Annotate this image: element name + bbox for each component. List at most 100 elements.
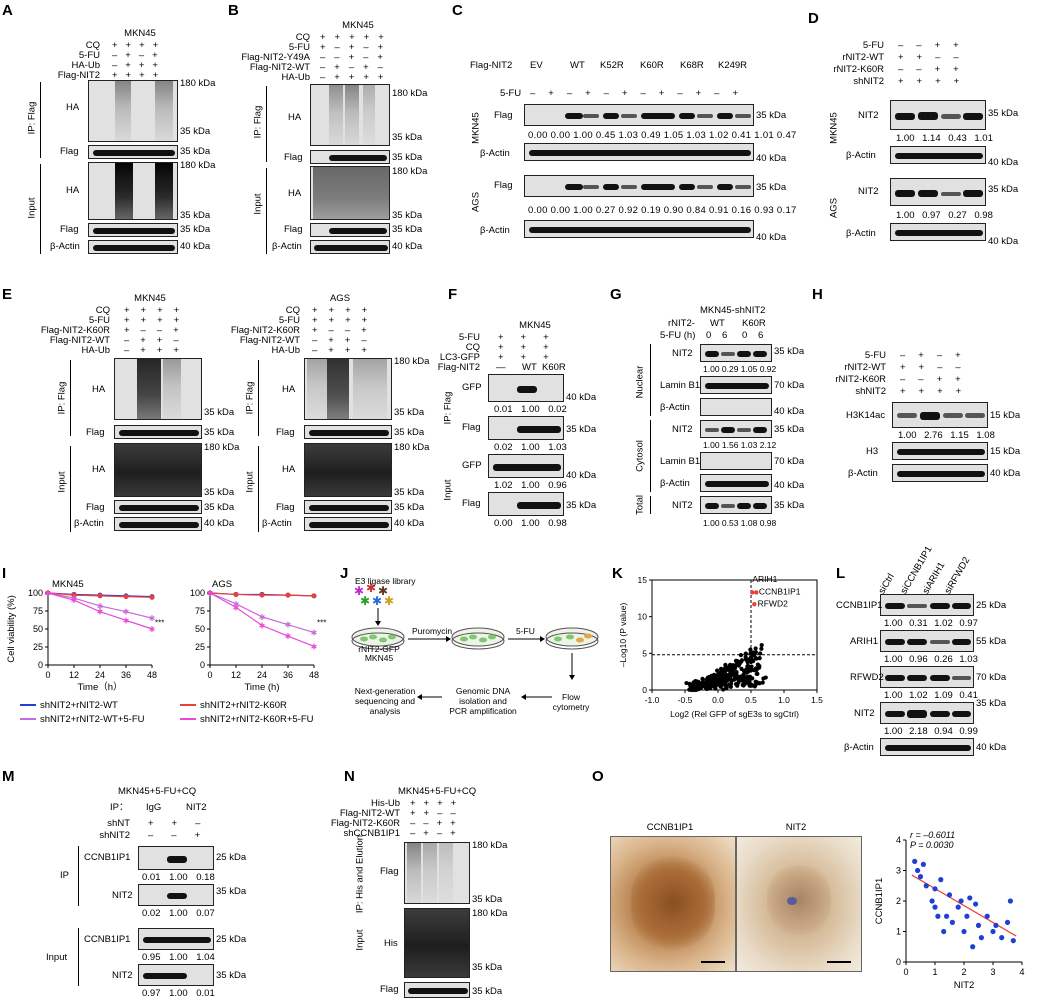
data-point — [734, 669, 739, 675]
blot-label: GFP — [462, 382, 482, 393]
blot-label: NIT2 — [858, 110, 879, 121]
sign-row: +++ — [498, 342, 566, 353]
data-point — [941, 928, 947, 935]
ip-label: IP: Flag — [56, 381, 68, 415]
sign-row: –+++ — [112, 60, 166, 71]
x-tick-label: 0.0 — [712, 695, 724, 705]
kda-marker: 35 kDa — [976, 698, 1007, 709]
blot-flag-input — [404, 982, 470, 998]
x-tick-label: 0 — [45, 670, 50, 680]
data-point: ✱ — [233, 600, 240, 609]
data-point — [964, 913, 970, 919]
blot-label: β-Actin — [50, 241, 80, 252]
data-point — [149, 594, 155, 600]
data-point — [728, 662, 733, 667]
kda-marker: 35 kDa — [204, 427, 235, 438]
quant-row: 0.01 1.00 0.02 — [494, 404, 567, 415]
kda-marker: 25 kDa — [976, 600, 1007, 611]
data-point: ✱ — [123, 608, 130, 617]
data-point — [742, 681, 748, 687]
quant-row: 0.00 0.00 1.00 0.45 1.03 0.49 1.05 1.03 … — [528, 130, 797, 141]
kda-marker: 35 kDa — [180, 224, 211, 235]
row-label: 5-FU — [88, 315, 110, 326]
annotation: P = 0.0030 — [910, 840, 953, 850]
quant-row: 0.00 0.00 1.00 0.27 0.92 0.19 0.90 0.84 … — [528, 205, 797, 216]
sign-row: ++++ — [410, 798, 465, 809]
data-point: ✱ — [311, 642, 318, 651]
blot-label: Flag — [380, 984, 399, 995]
blot-ha-ip — [114, 358, 202, 420]
svg-text:✱: ✱ — [384, 594, 394, 608]
step-label: Next-generation — [354, 686, 416, 696]
library-label: E3 ligase library — [355, 576, 416, 586]
blot-label: β-Actin — [660, 478, 690, 489]
x-axis-label: NIT2 — [954, 980, 975, 991]
data-point: ✱ — [285, 632, 292, 641]
data-point — [694, 684, 700, 689]
blot-label: HA — [92, 464, 106, 475]
lane-label: NIT2 — [186, 802, 207, 813]
row-label: 5-FU — [500, 88, 522, 99]
quant-row: 0.00 1.00 0.98 — [494, 518, 567, 529]
y-tick-label: 75 — [195, 606, 205, 616]
regression-line — [911, 874, 1017, 937]
blot-label: β-Actin — [262, 518, 292, 529]
data-point — [736, 680, 741, 685]
lane-label: 0 — [742, 330, 748, 341]
blot-label: Flag — [276, 427, 295, 438]
kda-marker: 35 kDa — [988, 108, 1019, 119]
blot-arih1 — [880, 630, 974, 652]
y-tick-label: 100 — [190, 588, 205, 598]
sign-row: ––++ — [898, 64, 972, 75]
data-point: ✱ — [71, 596, 78, 605]
panel-label-m: M — [2, 768, 15, 785]
panel-label-n: N — [344, 768, 355, 785]
row-label: CQ — [295, 32, 310, 43]
input-label: Input — [26, 197, 38, 219]
data-point: ✱ — [207, 589, 214, 598]
data-point — [285, 592, 291, 598]
annotation: r = –0.6011 — [910, 830, 955, 840]
kda-marker: 35 kDa — [756, 110, 787, 121]
cell-line-label: MKN45 — [124, 28, 156, 39]
data-point — [740, 674, 745, 679]
lane-label: 6 — [722, 330, 728, 341]
chart-title: MKN45 — [52, 579, 84, 590]
blot-label: β-Actin — [74, 518, 104, 529]
kda-marker: 40 kDa — [392, 241, 423, 252]
svg-text:✱: ✱ — [366, 581, 376, 595]
blot-nit2-total — [700, 496, 772, 514]
row-label: shNIT2 — [853, 76, 884, 87]
data-point — [233, 591, 239, 597]
blot-flag-ip — [114, 425, 202, 439]
kda-marker: 15 kDa — [990, 410, 1021, 421]
quant-row: 1.00 0.96 0.26 1.03 — [884, 654, 978, 665]
cell-line-label: AGS — [828, 197, 840, 219]
sign-row: +–+–+ — [320, 42, 393, 53]
kda-marker: 180 kDa — [472, 908, 508, 919]
x-tick-label: 12 — [231, 670, 241, 680]
data-point — [738, 652, 744, 658]
legend-swatch — [20, 704, 36, 707]
blot-actin — [88, 240, 178, 254]
blot-label: NIT2 — [858, 186, 879, 197]
data-point — [734, 662, 739, 668]
row-label: Flag-NIT2-K60R — [330, 818, 400, 829]
x-tick-label: 24 — [257, 670, 267, 680]
sign-row: ––+ — [148, 830, 219, 841]
blot-label: Flag — [462, 422, 481, 433]
blot-flag-ip — [404, 842, 470, 904]
kda-marker: 35 kDa — [204, 487, 235, 498]
fraction-label: Total — [634, 494, 646, 516]
data-point: ✱ — [311, 629, 318, 638]
step-label: analysis — [369, 706, 401, 716]
blot-nit2-cytosol — [700, 420, 772, 438]
blot-actin — [304, 517, 392, 531]
data-point: ✱ — [259, 621, 266, 630]
blot-label: NIT2 — [672, 500, 693, 511]
data-point — [753, 646, 758, 651]
kda-marker: 35 kDa — [180, 146, 211, 157]
blot-label: β-Actin — [844, 742, 874, 753]
kda-marker: 180 kDa — [180, 160, 216, 171]
stain-label: NIT2 — [785, 822, 807, 833]
